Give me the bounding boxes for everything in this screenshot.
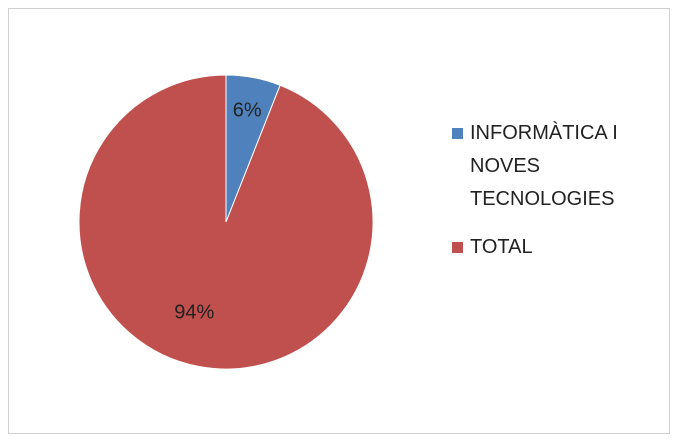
data-label: 6% — [233, 99, 262, 121]
legend-label: INFORMÀTICA I NOVES TECNOLOGIES — [470, 122, 618, 210]
data-label: 94% — [174, 301, 214, 323]
legend-label: TOTAL — [470, 236, 533, 258]
pie-slice — [78, 74, 374, 370]
legend-swatch — [452, 128, 463, 139]
legend-swatch — [452, 242, 463, 253]
